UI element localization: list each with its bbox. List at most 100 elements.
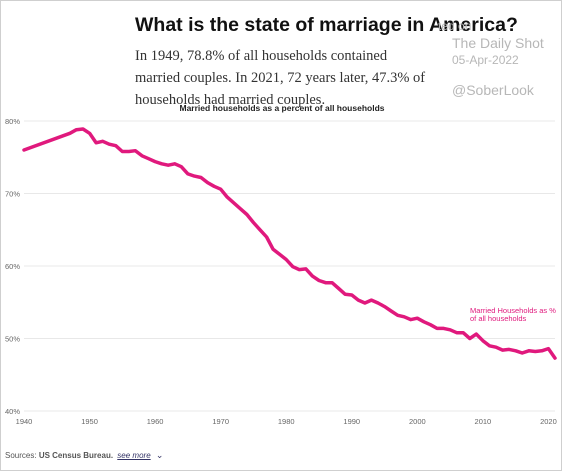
data-point	[541, 350, 543, 352]
data-point	[488, 345, 491, 347]
data-point	[246, 213, 248, 216]
data-point	[305, 268, 307, 270]
data-point	[128, 150, 130, 153]
x-tick-label: 1940	[16, 417, 33, 426]
data-point	[370, 299, 373, 301]
data-point	[475, 333, 477, 335]
data-point	[482, 340, 484, 342]
data-point	[187, 173, 189, 175]
watermark-line-2: The Daily Shot	[452, 35, 544, 51]
data-point	[147, 158, 150, 160]
page-subtitle: In 1949, 78.8% of all households contain…	[135, 48, 426, 108]
data-point	[449, 329, 451, 331]
data-point	[383, 306, 386, 308]
data-point	[206, 182, 209, 184]
data-point	[456, 332, 458, 334]
data-point	[344, 293, 346, 295]
data-point	[180, 166, 182, 168]
chart-title: Married households as a percent of all h…	[179, 103, 385, 113]
data-point	[515, 350, 517, 352]
data-point	[495, 346, 497, 348]
data-point	[508, 348, 510, 350]
data-point	[69, 132, 71, 134]
data-point	[239, 208, 241, 210]
data-point	[75, 129, 78, 131]
see-more-link[interactable]: see more	[117, 451, 151, 460]
data-point	[403, 316, 405, 318]
data-point	[534, 350, 536, 353]
data-point	[213, 185, 215, 187]
y-tick-label: 40%	[5, 407, 20, 416]
data-point	[436, 327, 438, 329]
data-point	[88, 132, 91, 134]
page-title: What is the state of marriage in America…	[135, 14, 518, 36]
data-point	[167, 164, 169, 166]
data-point	[82, 128, 84, 130]
y-tick-label: 50%	[5, 335, 20, 344]
data-point	[528, 350, 530, 352]
data-point	[161, 163, 163, 165]
sources-footer: Sources: US Census Bureau. see more ⌄	[5, 450, 163, 461]
data-point	[338, 287, 340, 290]
data-point	[200, 176, 202, 179]
x-tick-label: 2010	[475, 417, 492, 426]
data-point	[547, 348, 550, 350]
data-point	[298, 269, 300, 271]
data-point	[134, 150, 137, 152]
data-point	[259, 229, 261, 231]
data-point	[102, 140, 104, 142]
data-point	[462, 332, 464, 334]
data-point	[252, 221, 255, 224]
data-point	[469, 337, 471, 340]
data-point	[174, 163, 176, 165]
y-tick-label: 60%	[5, 262, 20, 271]
x-tick-label: 1980	[278, 417, 295, 426]
data-point	[220, 188, 222, 190]
data-point	[521, 352, 523, 354]
data-point	[265, 236, 268, 238]
x-tick-label: 2020	[540, 417, 557, 426]
data-point	[108, 143, 110, 145]
sources-text: US Census Bureau.	[38, 451, 114, 460]
data-point	[390, 310, 392, 312]
data-point	[377, 302, 379, 304]
data-point	[351, 294, 353, 296]
chevron-down-icon[interactable]: ⌄	[155, 450, 164, 460]
data-point	[318, 279, 320, 282]
data-point	[357, 299, 359, 301]
data-point	[501, 349, 504, 351]
data-point	[285, 258, 287, 261]
data-point	[324, 282, 327, 284]
watermark-line-1: ted on	[438, 19, 472, 33]
data-point	[442, 327, 445, 329]
data-point	[121, 150, 123, 153]
y-tick-label: 80%	[5, 117, 20, 126]
data-point	[23, 149, 25, 151]
x-tick-label: 1960	[147, 417, 164, 426]
data-point	[115, 145, 117, 147]
data-point	[364, 302, 366, 304]
series-line	[22, 127, 557, 360]
data-point	[311, 275, 314, 277]
series-label: of all households	[470, 314, 527, 323]
data-point	[410, 319, 412, 321]
x-tick-label: 2000	[409, 417, 426, 426]
data-point	[226, 196, 228, 198]
y-tick-label: 70%	[5, 190, 20, 199]
watermark-line-3: 05-Apr-2022	[452, 53, 519, 67]
series-label: Married Households as %	[470, 306, 556, 315]
data-point	[429, 324, 432, 326]
x-tick-label: 1970	[212, 417, 229, 426]
data-point	[292, 266, 294, 268]
data-point	[423, 321, 425, 323]
data-point	[554, 357, 556, 359]
x-tick-label: 1990	[343, 417, 360, 426]
data-point	[233, 202, 235, 204]
x-tick-label: 1950	[81, 417, 98, 426]
sources-label: Sources:	[5, 451, 37, 460]
data-point	[397, 314, 399, 316]
data-point	[141, 155, 143, 157]
data-point	[95, 142, 97, 144]
